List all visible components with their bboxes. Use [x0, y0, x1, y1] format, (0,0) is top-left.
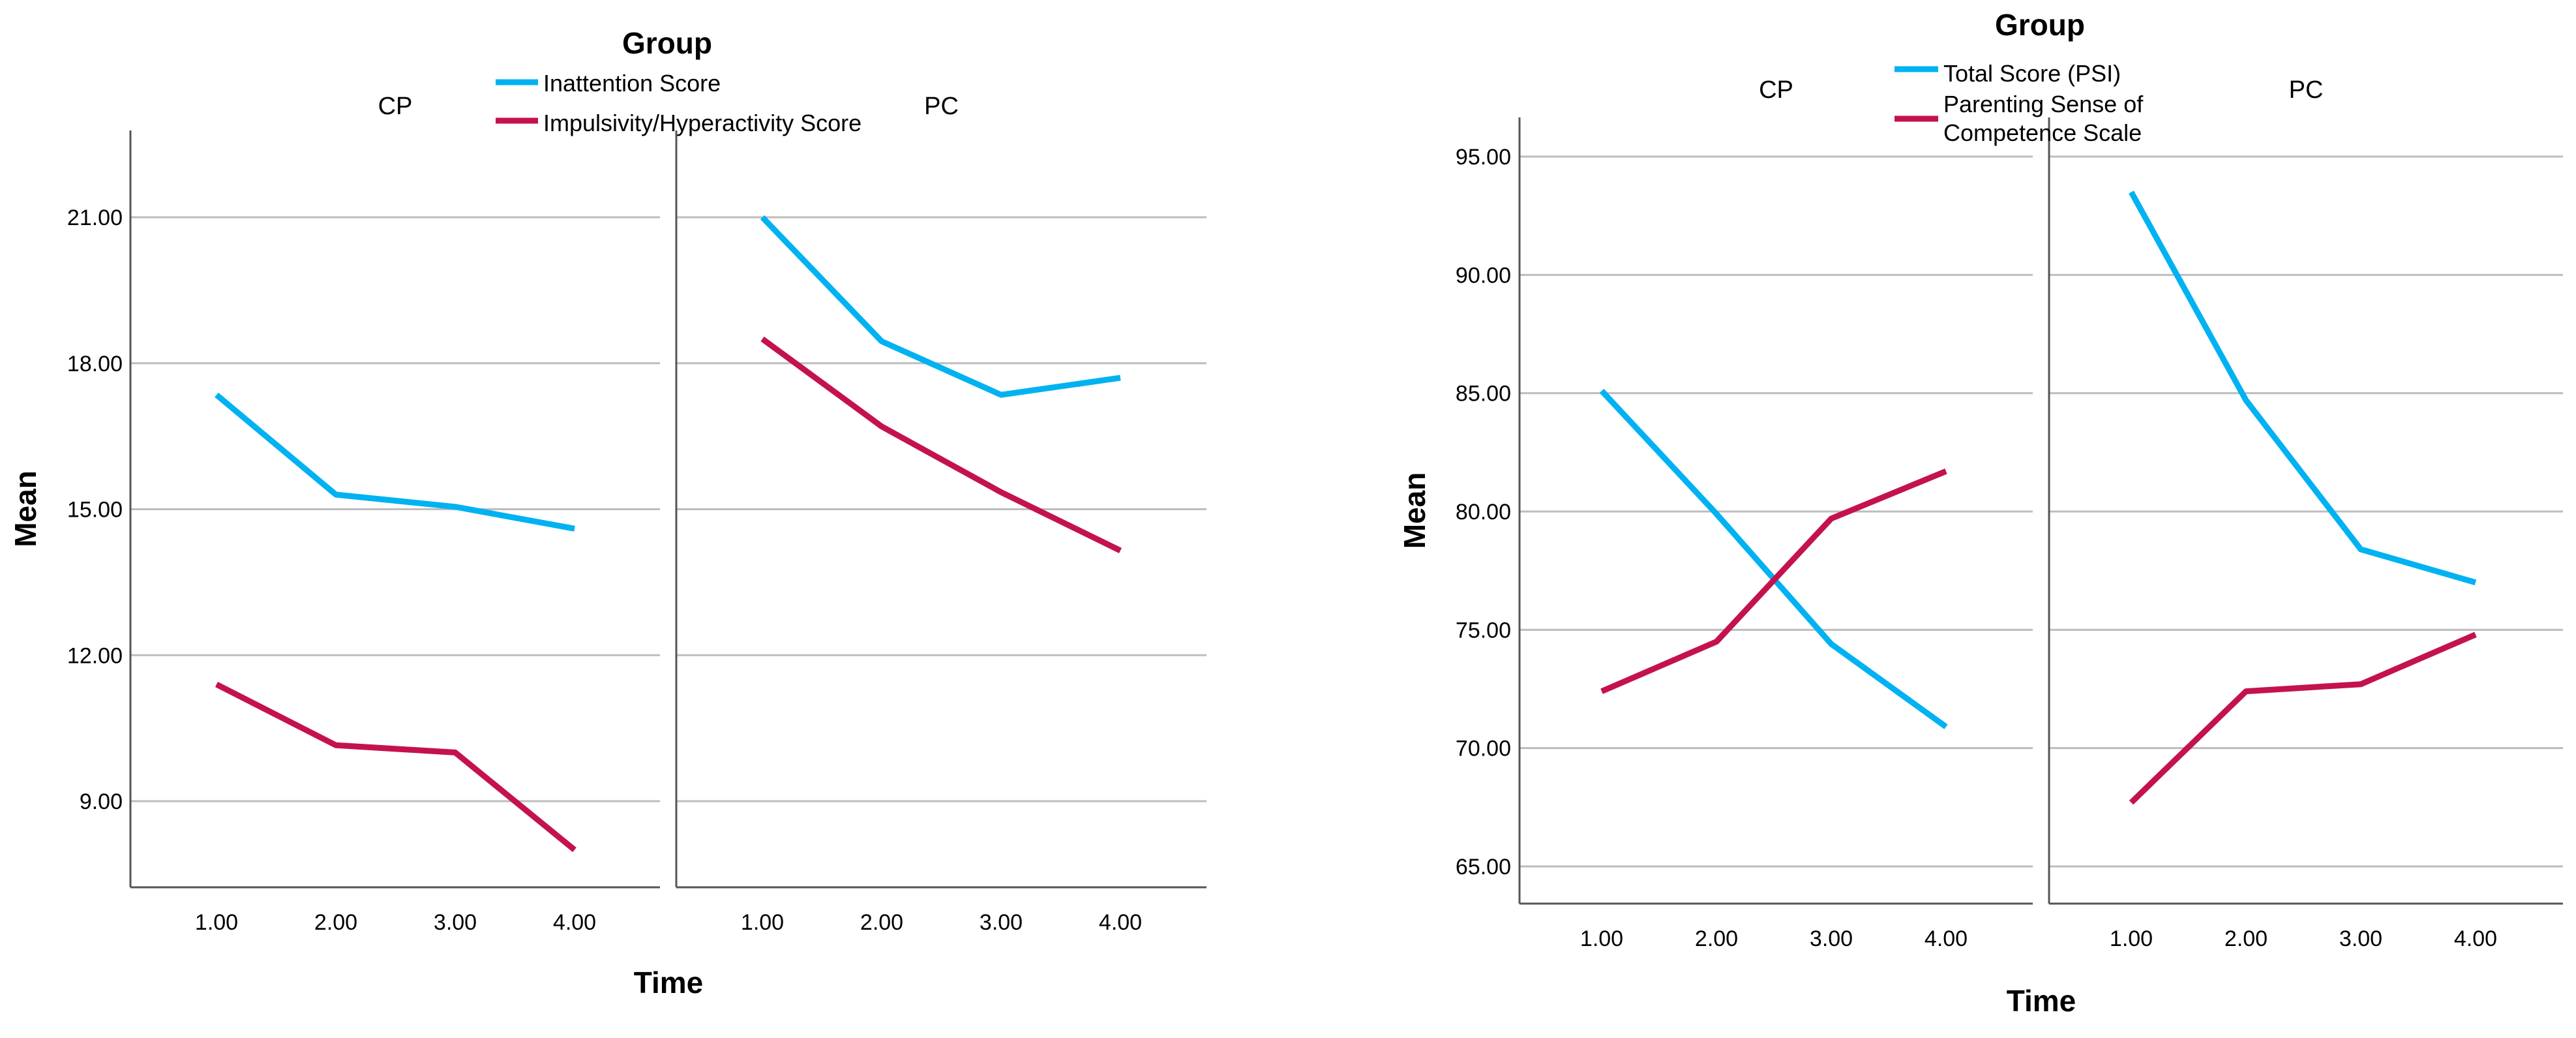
- x-tick-label: 2.00: [2224, 926, 2268, 951]
- y-tick-label: 65.00: [1456, 855, 1511, 879]
- x-tick-label: 4.00: [1099, 910, 1142, 935]
- y-tick-label: 12.00: [67, 643, 123, 668]
- legend-label: Total Score (PSI): [1943, 60, 2121, 87]
- series-line-a: [760, 215, 1121, 398]
- x-tick-label: 2.00: [860, 910, 903, 935]
- series-line-a: [215, 392, 575, 532]
- x-tick-label: 3.00: [434, 910, 477, 935]
- x-tick-label: 3.00: [980, 910, 1023, 935]
- y-tick-label: 80.00: [1456, 500, 1511, 525]
- x-tick-label: 1.00: [1580, 926, 1623, 951]
- legend-label: Impulsivity/Hyperactivity Score: [543, 110, 861, 136]
- y-tick-label: 18.00: [67, 352, 123, 376]
- series-line-a: [1599, 388, 1948, 729]
- x-tick-label: 4.00: [553, 910, 596, 935]
- y-tick-label: 90.00: [1456, 263, 1511, 288]
- x-axis-title: Time: [634, 966, 704, 1000]
- series-line-b: [1600, 468, 1947, 694]
- y-tick-label: 9.00: [80, 789, 123, 814]
- y-tick-label: 21.00: [67, 206, 123, 230]
- legend-label: Parenting Sense of: [1943, 91, 2144, 117]
- series-line-b: [215, 681, 577, 853]
- x-tick-label: 4.00: [1925, 926, 1968, 951]
- x-tick-label: 1.00: [741, 910, 784, 935]
- facet-label: CP: [378, 93, 413, 120]
- y-tick-label: 85.00: [1456, 382, 1511, 406]
- x-tick-label: 1.00: [2110, 926, 2153, 951]
- legend-title: Group: [1995, 8, 2085, 42]
- x-tick-label: 1.00: [195, 910, 238, 935]
- series-line-a: [2129, 191, 2477, 586]
- y-tick-label: 75.00: [1456, 618, 1511, 643]
- series-line-b: [2129, 632, 2477, 805]
- y-axis-title: Mean: [8, 470, 42, 547]
- facet-label: CP: [1759, 76, 1793, 104]
- series-line-b: [760, 336, 1122, 553]
- y-tick-label: 15.00: [67, 498, 123, 523]
- x-tick-label: 3.00: [1810, 926, 1853, 951]
- x-tick-label: 2.00: [314, 910, 357, 935]
- legend-label: Inattention Score: [543, 70, 721, 97]
- x-tick-label: 4.00: [2454, 926, 2497, 951]
- y-axis-title: Mean: [1398, 472, 1431, 549]
- legend-label: Competence Scale: [1943, 119, 2142, 146]
- y-tick-label: 95.00: [1456, 145, 1511, 170]
- legend-title: Group: [622, 26, 712, 60]
- x-tick-label: 2.00: [1695, 926, 1738, 951]
- facet-label: PC: [924, 93, 959, 120]
- x-tick-label: 3.00: [2339, 926, 2382, 951]
- x-axis-title: Time: [2007, 984, 2076, 1018]
- y-tick-label: 70.00: [1456, 737, 1511, 761]
- facet-label: PC: [2289, 76, 2324, 104]
